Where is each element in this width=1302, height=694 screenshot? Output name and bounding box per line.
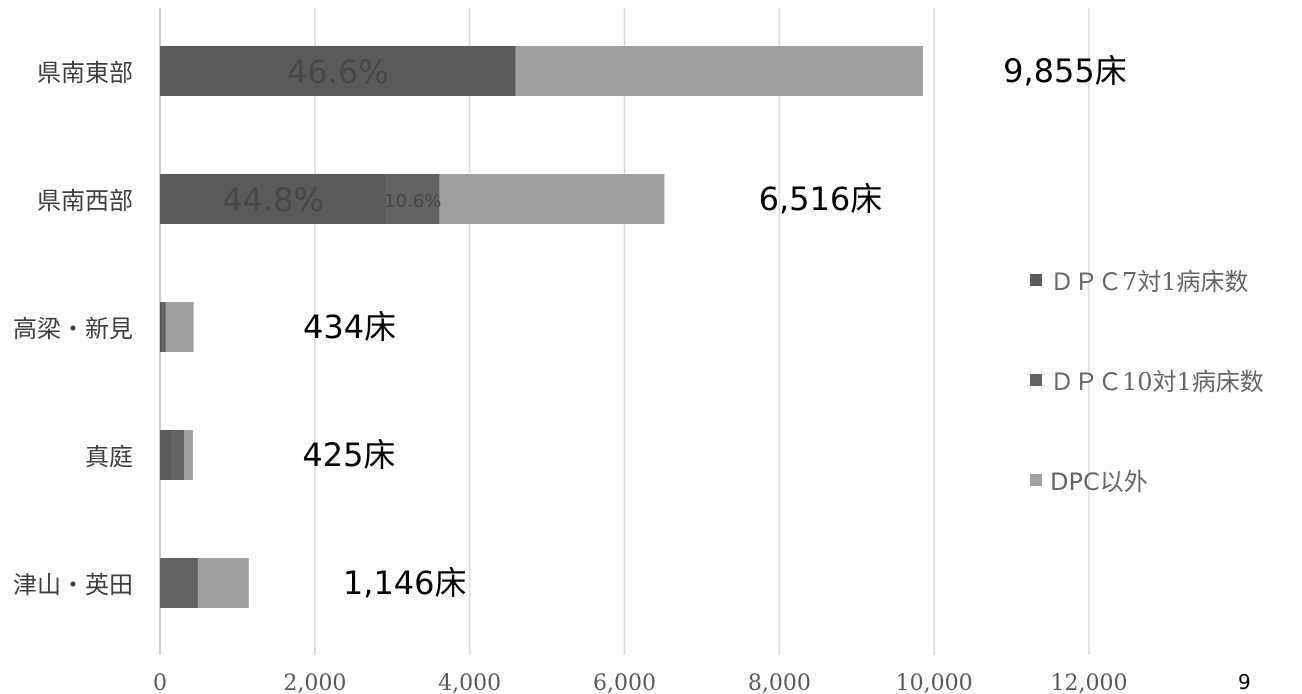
legend-label: DPC以外 bbox=[1050, 468, 1148, 496]
bar-segment bbox=[197, 558, 249, 608]
x-tick-label: 2,000 bbox=[283, 671, 346, 694]
legend-item: ＤＰＣ7対1病床数 bbox=[1030, 262, 1249, 297]
bar-segment bbox=[160, 558, 198, 608]
legend-swatch bbox=[1030, 273, 1042, 286]
bar-segment bbox=[160, 430, 173, 480]
bar-segment bbox=[172, 430, 184, 480]
bar-segment bbox=[160, 302, 163, 352]
bar-segment bbox=[183, 430, 193, 480]
legend-swatch bbox=[1030, 473, 1042, 486]
legend: ＤＰＣ7対1病床数 ＤＰＣ10対1病床数 DPC以外 bbox=[1030, 0, 1302, 694]
total-label: 425床 bbox=[302, 436, 395, 474]
x-tick-label: 0 bbox=[153, 671, 167, 694]
total-label: 9,855床 bbox=[1003, 52, 1127, 90]
legend-swatch bbox=[1030, 373, 1042, 386]
category-label: 津山・英田 bbox=[13, 571, 133, 599]
legend-item: ＤＰＣ10対1病床数 bbox=[1030, 362, 1264, 397]
bar-segment bbox=[515, 46, 923, 96]
bar-segment bbox=[386, 174, 440, 224]
total-label: 1,146床 bbox=[343, 564, 467, 602]
x-tick-label: 4,000 bbox=[438, 671, 501, 694]
total-label: 6,516床 bbox=[759, 180, 883, 218]
bar-segment bbox=[162, 302, 166, 352]
bar-segment bbox=[165, 302, 194, 352]
x-tick-label: 6,000 bbox=[593, 671, 656, 694]
total-label: 434床 bbox=[303, 308, 396, 346]
x-tick-label: 12,000 bbox=[1051, 671, 1128, 694]
category-label: 真庭 bbox=[85, 443, 133, 471]
category-label: 高梁・新見 bbox=[13, 315, 133, 343]
category-label: 県南東部 bbox=[37, 59, 133, 87]
bar-segment bbox=[439, 174, 665, 224]
bar-segment bbox=[160, 46, 516, 96]
segment-percent-label: 10.6% bbox=[384, 191, 441, 212]
legend-label: ＤＰＣ7対1病床数 bbox=[1050, 268, 1249, 296]
segment-percent-label: 44.8% bbox=[222, 181, 324, 219]
segment-percent-label: 46.6% bbox=[287, 53, 389, 91]
bar-segment bbox=[160, 174, 387, 224]
category-label: 県南西部 bbox=[37, 187, 133, 215]
legend-item: DPC以外 bbox=[1030, 462, 1148, 497]
legend-label: ＤＰＣ10対1病床数 bbox=[1050, 368, 1264, 396]
x-tick-label: 8,000 bbox=[748, 671, 811, 694]
x-tick-label: 10,000 bbox=[896, 671, 973, 694]
page-number: 9 bbox=[1238, 670, 1251, 694]
